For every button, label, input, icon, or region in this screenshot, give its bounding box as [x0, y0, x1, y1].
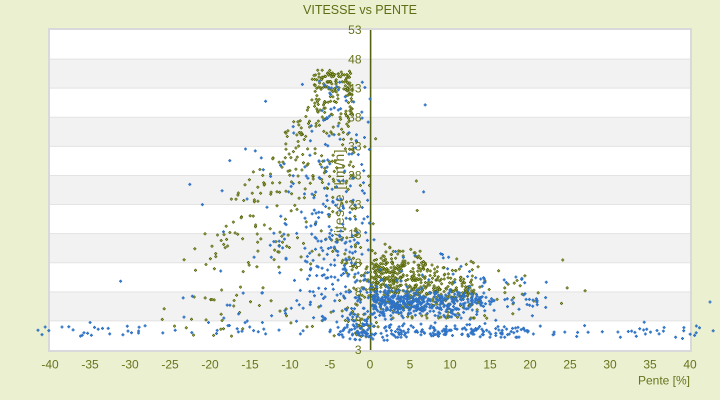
svg-text:-35: -35: [81, 358, 99, 372]
svg-text:30: 30: [603, 358, 617, 372]
svg-text:40: 40: [683, 358, 697, 372]
svg-text:25: 25: [563, 358, 577, 372]
svg-text:Pente [%]: Pente [%]: [638, 374, 690, 388]
svg-text:3: 3: [355, 343, 362, 357]
svg-text:VITESSE vs PENTE: VITESSE vs PENTE: [303, 3, 417, 17]
svg-text:8: 8: [355, 285, 362, 299]
svg-text:-40: -40: [41, 358, 59, 372]
svg-text:5: 5: [407, 358, 414, 372]
svg-text:35: 35: [643, 358, 657, 372]
svg-text:-15: -15: [241, 358, 259, 372]
svg-text:48: 48: [348, 52, 362, 66]
svg-text:0: 0: [367, 358, 374, 372]
svg-text:3: 3: [355, 314, 362, 328]
svg-text:-10: -10: [281, 358, 299, 372]
svg-text:18: 18: [348, 227, 362, 241]
svg-text:53: 53: [348, 23, 362, 37]
svg-text:10: 10: [443, 358, 457, 372]
svg-text:-25: -25: [161, 358, 179, 372]
svg-text:28: 28: [348, 169, 362, 183]
svg-text:15: 15: [483, 358, 497, 372]
svg-text:-30: -30: [121, 358, 139, 372]
svg-text:-20: -20: [201, 358, 219, 372]
svg-text:43: 43: [348, 81, 362, 95]
svg-text:20: 20: [523, 358, 537, 372]
svg-text:-5: -5: [325, 358, 336, 372]
